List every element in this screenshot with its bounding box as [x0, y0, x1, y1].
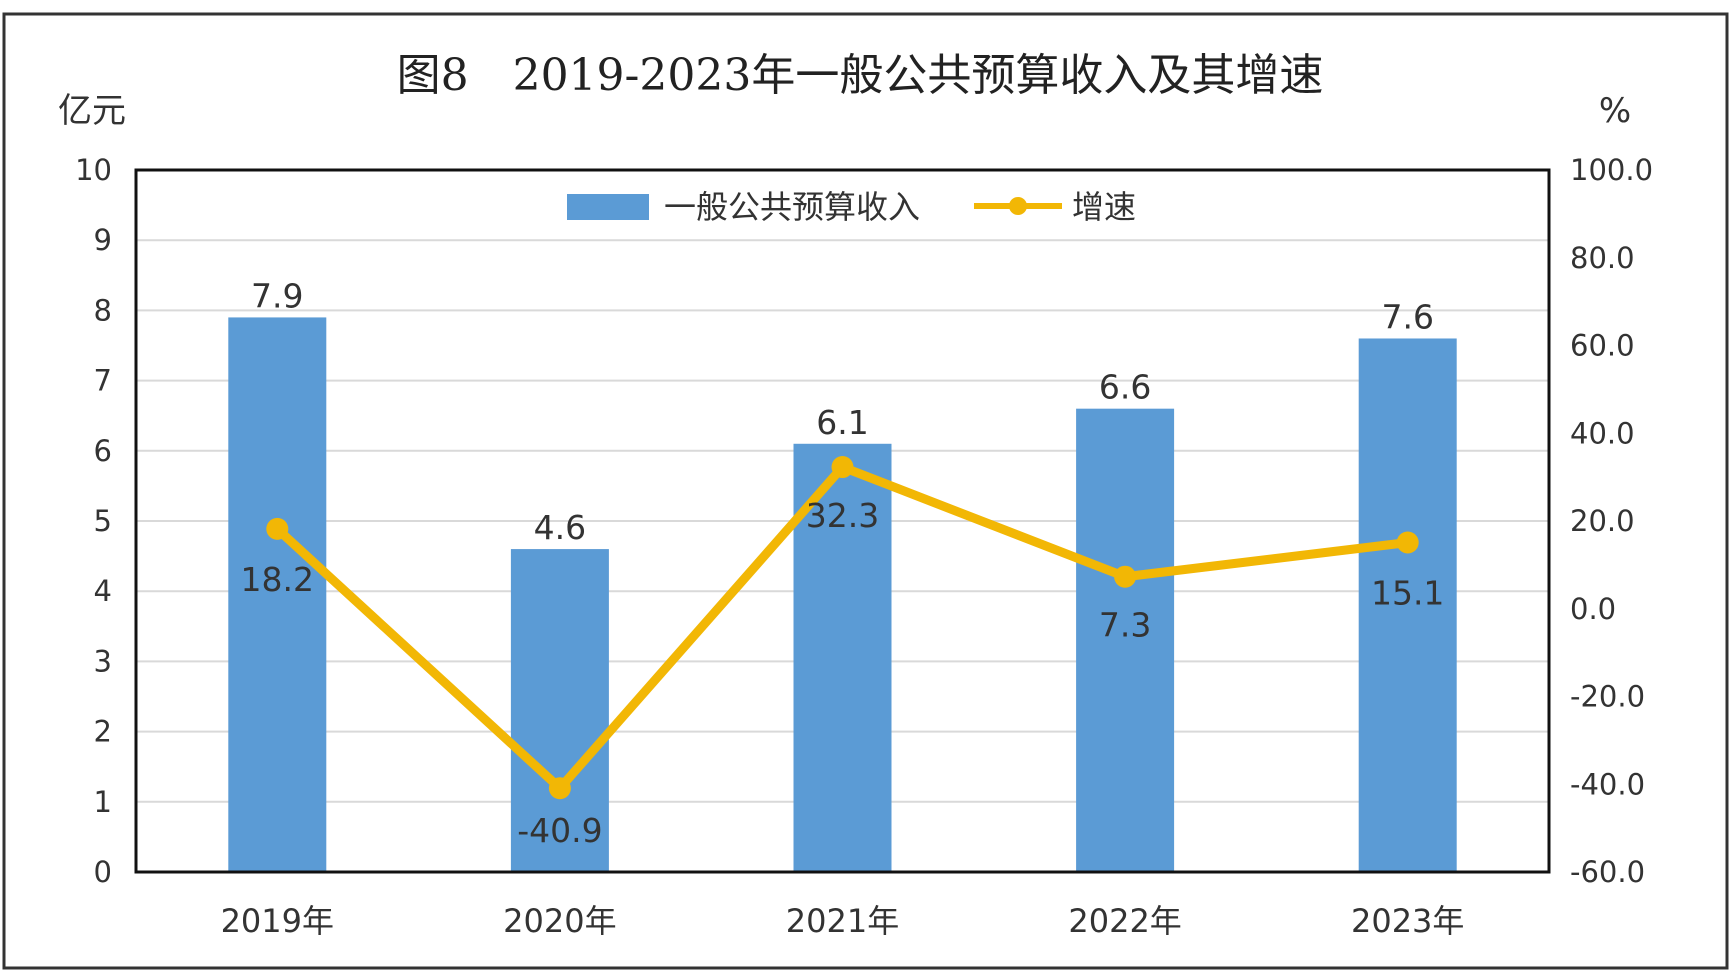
chart-title: 图8 2019-2023年一般公共预算收入及其增速	[397, 50, 1324, 101]
growth-point	[1114, 565, 1137, 588]
right-tick-label: -60.0	[1570, 855, 1645, 889]
left-tick-label: 0	[94, 855, 112, 889]
bar	[1358, 338, 1457, 873]
plot-area-frame	[134, 168, 1551, 874]
left-tick-label: 2	[94, 715, 112, 749]
growth-value-label: 18.2	[241, 560, 314, 599]
x-category-label: 2020年	[503, 902, 616, 940]
growth-value-label: 15.1	[1371, 573, 1444, 612]
right-tick-label: 20.0	[1570, 504, 1635, 538]
right-tick-label: 0.0	[1570, 592, 1616, 626]
right-tick-label: 100.0	[1570, 153, 1653, 187]
right-axis-unit: %	[1599, 91, 1631, 131]
growth-point	[548, 777, 571, 800]
growth-value-label: 32.3	[806, 496, 879, 535]
growth-point	[266, 517, 289, 540]
left-tick-label: 10	[75, 153, 112, 187]
left-tick-label: 4	[94, 574, 112, 608]
axes: 0 1 2 3 4 5 6 7 8 9 10 -60.0 -40.0 -20.0 0.0 20.0 40.0 60…	[75, 153, 1653, 940]
bar-value-label: 6.1	[816, 403, 868, 442]
left-tick-label: 3	[94, 644, 112, 678]
right-tick-label: -20.0	[1570, 680, 1645, 714]
growth-value-label: -40.9	[517, 811, 602, 850]
legend-line-label: 增速	[1072, 188, 1136, 226]
left-tick-label: 8	[94, 293, 112, 327]
left-axis-unit: 亿元	[58, 91, 126, 131]
right-tick-label: 60.0	[1570, 329, 1635, 363]
bar	[510, 549, 609, 872]
bar-series	[228, 317, 1457, 873]
x-category-label: 2022年	[1068, 902, 1181, 940]
bar-value-label: 7.6	[1381, 297, 1433, 336]
bar-value-label: 6.6	[1099, 368, 1151, 407]
growth-point	[831, 456, 854, 479]
legend-line-marker	[1009, 197, 1027, 215]
right-tick-label: 80.0	[1570, 241, 1635, 275]
x-category-label: 2021年	[786, 902, 899, 940]
growth-value-label: 7.3	[1099, 606, 1151, 645]
line-series	[266, 456, 1419, 800]
left-tick-label: 5	[94, 504, 112, 538]
bar	[793, 443, 892, 872]
legend-bar-swatch	[567, 194, 649, 220]
left-tick-label: 1	[94, 785, 112, 819]
left-tick-label: 9	[94, 223, 112, 257]
left-tick-label: 6	[94, 434, 112, 468]
bar	[1076, 408, 1175, 872]
right-tick-label: 40.0	[1570, 416, 1635, 450]
bar	[228, 317, 327, 872]
right-tick-label: -40.0	[1570, 767, 1645, 801]
bar-value-label: 7.9	[251, 276, 303, 315]
left-tick-label: 7	[94, 364, 112, 398]
legend: 一般公共预算收入 增速	[567, 188, 1136, 226]
x-category-label: 2019年	[221, 902, 334, 940]
bar-value-label: 4.6	[534, 508, 586, 547]
x-category-label: 2023年	[1351, 902, 1464, 940]
data-labels: 7.9 4.6 6.1 6.6 7.6 18.2 -40.9 32.3 7.3 15.1	[241, 276, 1445, 850]
legend-bar-label: 一般公共预算收入	[664, 188, 920, 226]
growth-point	[1396, 531, 1419, 554]
